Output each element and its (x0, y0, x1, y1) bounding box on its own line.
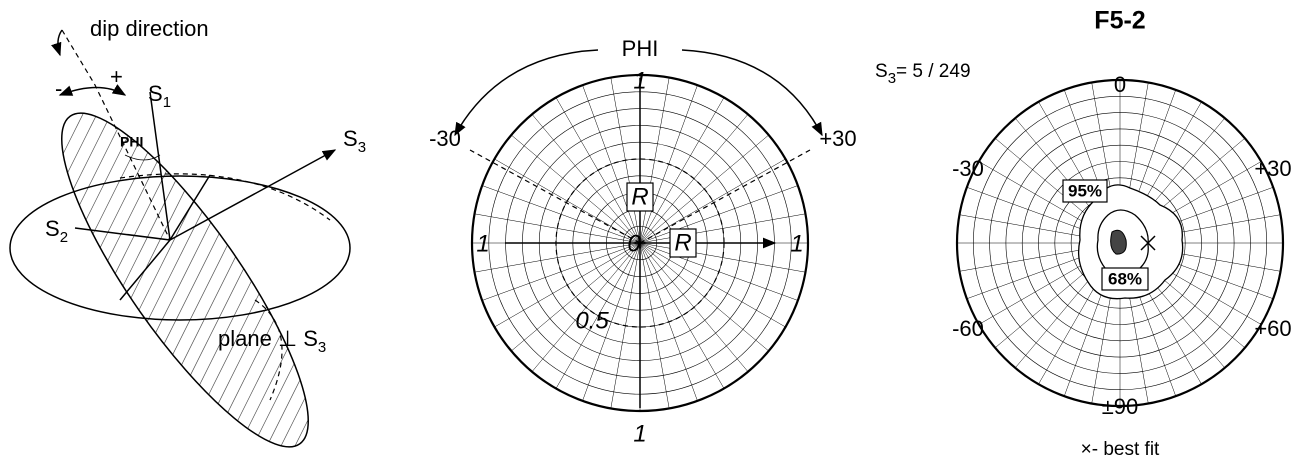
hatch-line (414, 60, 614, 460)
r-horizontal: R (674, 229, 691, 256)
hatch-line (344, 60, 544, 460)
phi-label: PHI (622, 36, 659, 61)
plus30-label: +30 (819, 126, 856, 151)
plus60-label: +60 (1254, 316, 1291, 341)
hatch-line (0, 60, 194, 460)
hatch-line (358, 60, 558, 460)
legend: ×- best fit (1081, 439, 1160, 460)
s3-arrow (170, 150, 335, 240)
minus30-label: -30 (952, 156, 984, 181)
r-vertical: R (631, 183, 648, 210)
hatch-line (246, 60, 446, 460)
s3-text: = 5 / 249 (896, 61, 970, 82)
hatch-line (218, 60, 418, 460)
s2-sub: 2 (60, 229, 68, 246)
hatch-line (386, 60, 586, 460)
hatch-line (274, 60, 474, 460)
horizontal-plane (10, 176, 350, 320)
center-label: 0 (627, 230, 641, 257)
hatch-line (0, 60, 68, 460)
c95-label: 95% (1068, 181, 1102, 200)
polar-result: F5-2 S3= 5 / 249 95% 68% 0 -30 +30 -60 +… (875, 7, 1292, 460)
phi-arrow-left (455, 50, 598, 135)
s1-sub: 1 (163, 94, 171, 111)
c68-label: 68% (1108, 269, 1142, 288)
minus30-label: -30 (429, 126, 461, 151)
hatch-line (0, 60, 96, 460)
left-label: 1 (476, 230, 489, 257)
plane-base: plane ⊥ S (218, 326, 318, 351)
hatch-line (428, 60, 628, 460)
s1-base: S (148, 81, 163, 106)
hatch-line (0, 60, 138, 460)
title: F5-2 (1094, 7, 1145, 35)
hidden-edge (120, 174, 330, 400)
bottom-label: ±90 (1102, 394, 1139, 419)
phi-label: PHI (120, 134, 143, 150)
grid-spoke (511, 243, 640, 351)
phi-arrow-right (682, 50, 822, 135)
hatch-line (0, 60, 54, 460)
dip-line (62, 30, 170, 240)
s3-label: S3 (343, 126, 366, 156)
s3-base: S (875, 61, 888, 82)
hatch-line (0, 60, 110, 460)
hatch-line (316, 60, 516, 460)
grid-spoke (511, 135, 640, 243)
plus30-label: +30 (1254, 156, 1291, 181)
polar-key: PHI 1 1 1 1 -30 +30 R R 0 0.5 (429, 36, 857, 448)
hatch-line (0, 60, 166, 460)
top-label: 1 (633, 67, 646, 94)
right-label: 1 (790, 230, 803, 257)
hatch-line (288, 60, 488, 460)
figure: dip direction + - S1 PHI S3 S2 plane ⊥ S… (0, 0, 1302, 464)
minus-label: - (55, 76, 62, 101)
plus-label: + (110, 64, 123, 89)
dip-arrow (58, 30, 62, 55)
hatch-line (0, 60, 12, 460)
orientation-sketch: dip direction + - S1 PHI S3 S2 plane ⊥ S… (0, 16, 698, 464)
hatch-line (330, 60, 530, 460)
dip-direction-label: dip direction (90, 16, 209, 41)
s3-sub: 3 (888, 70, 896, 87)
s2-base: S (45, 216, 60, 241)
bottom-label: 1 (633, 420, 646, 447)
plane-sub: 3 (318, 339, 326, 356)
s3-sub: 3 (358, 139, 366, 156)
s3-value: S3= 5 / 249 (875, 61, 971, 87)
minus60-label: -60 (952, 316, 984, 341)
half-label: 0.5 (575, 307, 609, 334)
hatch-line (0, 60, 40, 460)
s3-base: S (343, 126, 358, 151)
s2-label: S2 (45, 216, 68, 246)
hatch-line (0, 60, 152, 460)
hatch-line (232, 60, 432, 460)
hatch-line (260, 60, 460, 460)
hatch-line (498, 60, 698, 460)
hatch-line (400, 60, 600, 460)
top-label: 0 (1114, 72, 1126, 97)
